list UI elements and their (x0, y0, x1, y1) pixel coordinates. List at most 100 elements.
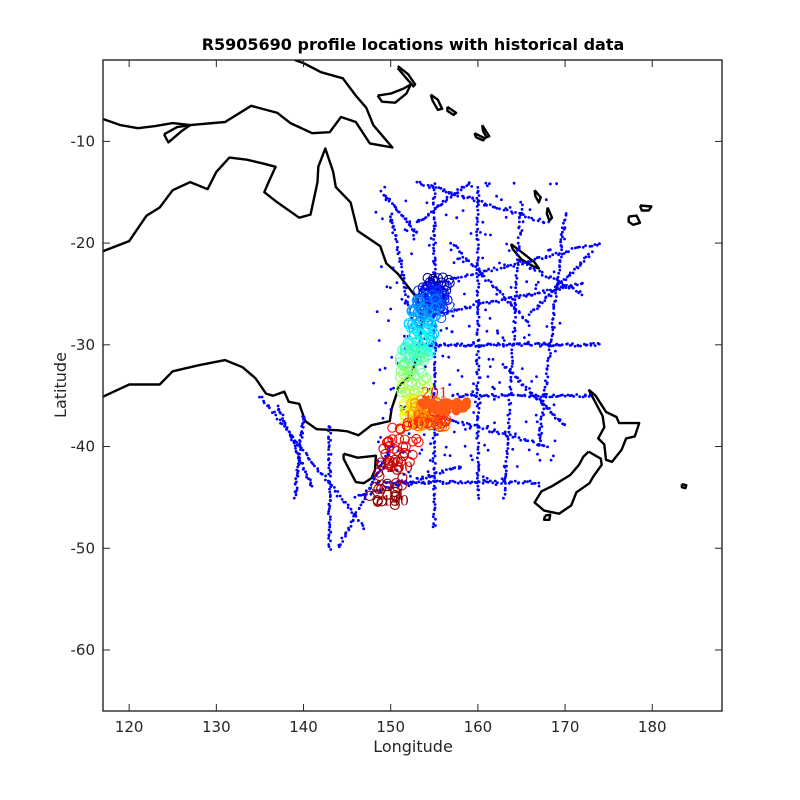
historical-point (565, 283, 568, 287)
historical-point (511, 359, 514, 363)
historical-point (522, 294, 526, 297)
historical-point (449, 241, 452, 245)
historical-point (504, 460, 508, 463)
historical-point (361, 500, 364, 504)
historical-point (532, 218, 535, 222)
historical-point (527, 216, 531, 219)
historical-point (557, 282, 560, 286)
x-tick-label: 170 (551, 718, 580, 736)
historical-point (510, 348, 514, 352)
profile-marker (430, 310, 442, 321)
historical-point (526, 320, 529, 323)
historical-point (324, 478, 327, 482)
historical-point (431, 457, 435, 460)
historical-point (584, 244, 587, 248)
historical-point (540, 343, 544, 347)
profile-marker (364, 490, 375, 502)
historical-point (487, 279, 490, 282)
x-tick-label: 130 (202, 718, 231, 736)
historical-point (534, 393, 538, 397)
historical-point (296, 474, 300, 478)
historical-point (512, 305, 516, 309)
historical-point (477, 406, 481, 410)
historical-point (506, 443, 510, 446)
historical-point (383, 366, 387, 370)
historical-point (476, 279, 480, 282)
historical-point (477, 315, 481, 319)
historical-point (475, 456, 479, 460)
historical-point (492, 266, 496, 270)
coastlines (103, 60, 688, 521)
historical-point (466, 393, 469, 397)
historical-point (475, 333, 479, 336)
historical-point (390, 212, 394, 216)
historical-point (529, 394, 533, 398)
historical-point (304, 470, 307, 473)
historical-point (476, 258, 480, 262)
solomon-3 (481, 124, 491, 139)
historical-point (427, 482, 431, 485)
historical-point (571, 342, 574, 345)
historical-point (271, 411, 274, 414)
historical-point (562, 284, 566, 287)
historical-point (547, 294, 551, 297)
historical-point (432, 243, 436, 247)
historical-point (512, 265, 516, 268)
vanuatu-1 (533, 189, 542, 204)
historical-point (375, 310, 379, 314)
y-tick-label: -30 (71, 336, 96, 354)
historical-point (581, 281, 584, 285)
historical-point (400, 265, 403, 269)
historical-point (354, 511, 358, 514)
historical-point (486, 448, 490, 452)
historical-point (335, 494, 339, 498)
historical-point (513, 337, 516, 341)
historical-point (536, 304, 540, 307)
historical-point (517, 245, 521, 248)
historical-point (432, 382, 436, 386)
historical-point (374, 210, 378, 214)
historical-point (398, 257, 402, 260)
historical-point (549, 182, 552, 186)
historical-point (507, 398, 511, 402)
profile-marker (421, 383, 432, 394)
historical-point (513, 298, 517, 302)
historical-point (504, 215, 508, 219)
historical-point (498, 381, 501, 384)
historical-point (431, 525, 435, 529)
historical-point (515, 294, 519, 298)
profile-marker (399, 434, 410, 445)
historical-point (480, 395, 483, 398)
profile-marker (423, 329, 434, 341)
historical-point (433, 480, 436, 483)
historical-point (448, 479, 452, 483)
historical-point (384, 198, 388, 202)
historical-point (560, 255, 563, 259)
historical-point (431, 186, 435, 190)
historical-point (427, 212, 430, 216)
historical-point (513, 329, 517, 332)
historical-point (495, 206, 499, 210)
historical-point (476, 191, 479, 195)
historical-point (396, 252, 400, 256)
historical-point (327, 453, 330, 456)
historical-point (475, 272, 478, 275)
historical-point (456, 276, 460, 279)
historical-point (447, 355, 451, 359)
historical-point (432, 224, 436, 228)
historical-point (583, 256, 586, 260)
historical-point (500, 298, 504, 301)
historical-point (534, 342, 537, 346)
historical-point (405, 220, 409, 224)
historical-point (502, 296, 506, 299)
historical-point (298, 456, 302, 460)
historical-point (504, 474, 508, 478)
historical-point (405, 286, 408, 290)
historical-point (489, 343, 493, 346)
historical-point (327, 463, 331, 467)
historical-point (553, 288, 556, 292)
historical-point (550, 395, 554, 399)
historical-point (327, 458, 330, 462)
historical-point (509, 295, 513, 299)
historical-point (443, 453, 447, 457)
